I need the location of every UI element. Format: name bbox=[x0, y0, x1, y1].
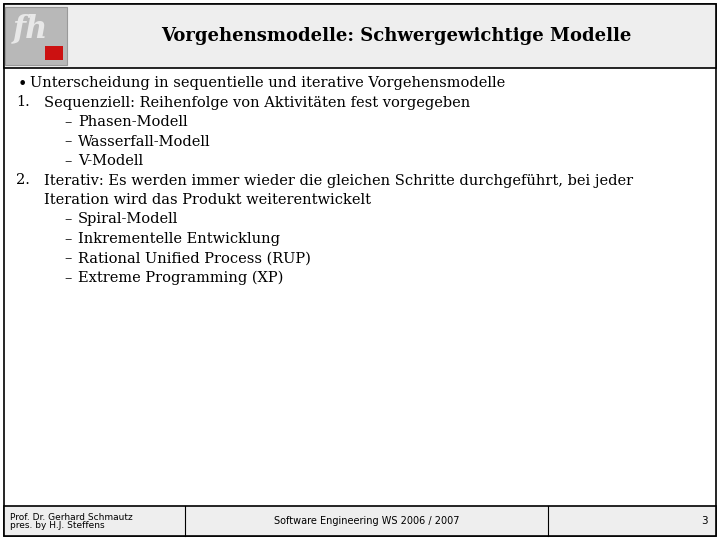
Text: Vorgehensmodelle: Schwergewichtige Modelle: Vorgehensmodelle: Schwergewichtige Model… bbox=[161, 27, 631, 45]
Text: –: – bbox=[64, 271, 71, 285]
Bar bbox=[45, 46, 63, 60]
Text: 2.: 2. bbox=[16, 173, 30, 187]
Text: Rational Unified Process (RUP): Rational Unified Process (RUP) bbox=[78, 252, 311, 266]
Text: –: – bbox=[64, 115, 71, 129]
Text: Iteration wird das Produkt weiterentwickelt: Iteration wird das Produkt weiterentwick… bbox=[44, 193, 371, 207]
Text: Inkrementelle Entwicklung: Inkrementelle Entwicklung bbox=[78, 232, 280, 246]
Text: Unterscheidung in sequentielle und iterative Vorgehensmodelle: Unterscheidung in sequentielle und itera… bbox=[30, 76, 505, 90]
Text: Prof. Dr. Gerhard Schmautz: Prof. Dr. Gerhard Schmautz bbox=[10, 512, 132, 522]
Text: Iterativ: Es werden immer wieder die gleichen Schritte durchgeführt, bei jeder: Iterativ: Es werden immer wieder die gle… bbox=[44, 173, 633, 187]
Bar bbox=[4, 4, 716, 68]
Text: •: • bbox=[18, 76, 27, 93]
Text: fh: fh bbox=[13, 14, 48, 44]
Text: V-Modell: V-Modell bbox=[78, 154, 143, 168]
Text: Wasserfall-Modell: Wasserfall-Modell bbox=[78, 134, 211, 149]
Text: Spiral-Modell: Spiral-Modell bbox=[78, 213, 179, 226]
Text: –: – bbox=[64, 134, 71, 149]
Text: Sequenziell: Reihenfolge von Aktivitäten fest vorgegeben: Sequenziell: Reihenfolge von Aktivitäten… bbox=[44, 96, 470, 110]
Text: Phasen-Modell: Phasen-Modell bbox=[78, 115, 188, 129]
Bar bbox=[4, 506, 716, 536]
Text: 3: 3 bbox=[701, 516, 708, 526]
Text: Extreme Programming (XP): Extreme Programming (XP) bbox=[78, 271, 284, 286]
Text: 1.: 1. bbox=[16, 96, 30, 110]
Text: Software Engineering WS 2006 / 2007: Software Engineering WS 2006 / 2007 bbox=[274, 516, 459, 526]
Bar bbox=[5, 7, 67, 65]
Text: –: – bbox=[64, 252, 71, 266]
Text: –: – bbox=[64, 154, 71, 168]
Text: pres. by H.J. Steffens: pres. by H.J. Steffens bbox=[10, 521, 104, 530]
Text: –: – bbox=[64, 232, 71, 246]
Text: –: – bbox=[64, 213, 71, 226]
